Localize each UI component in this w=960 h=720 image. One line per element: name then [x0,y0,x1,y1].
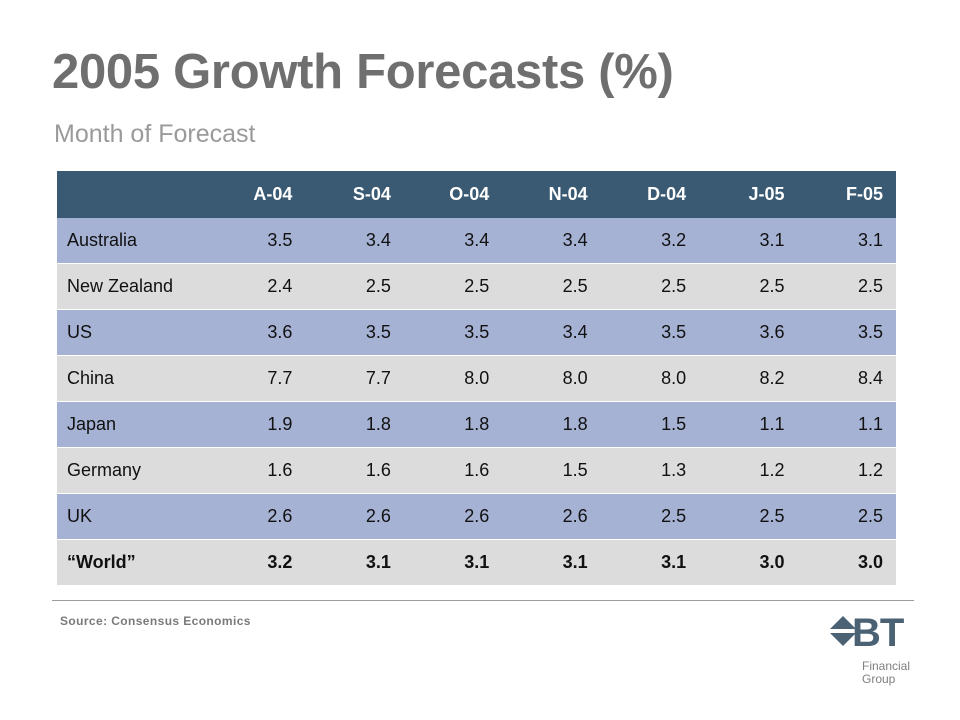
table-cell: 1.6 [305,447,404,494]
table-cell: 1.8 [305,401,404,448]
table-cell: 3.0 [797,539,896,586]
table-cell: 3.1 [699,218,798,264]
table-cell: 3.5 [797,309,896,356]
table-cell: 3.1 [600,539,700,586]
table-cell: 3.1 [403,539,503,586]
table-row: New Zealand 2.4 2.5 2.5 2.5 2.5 2.5 2.5 [57,263,896,310]
table-cell: 1.2 [699,447,798,494]
table-cell: 1.8 [502,401,601,448]
table-cell: 2.5 [502,263,601,310]
header-corner [57,171,207,218]
bt-diamond-icon [828,616,858,646]
page-title: 2005 Growth Forecasts (%) [52,45,674,99]
table-cell: 3.4 [403,218,503,264]
row-label: New Zealand [57,263,207,310]
row-label: Australia [57,218,207,264]
column-header: J-05 [699,171,798,218]
table-cell: 1.5 [600,401,700,448]
table-cell: 3.5 [403,309,503,356]
table-cell: 3.5 [207,218,306,264]
table-cell: 3.0 [699,539,798,586]
table-cell: 3.4 [502,309,601,356]
table-cell: 8.0 [403,355,503,402]
table-cell: 8.4 [797,355,896,402]
logo-line-1: Financial [862,659,911,673]
table-cell: 2.6 [403,493,503,540]
table-cell: 3.1 [797,218,896,264]
column-header: N-04 [502,171,601,218]
table-cell: 1.6 [403,447,503,494]
table-row: Germany 1.6 1.6 1.6 1.5 1.3 1.2 1.2 [57,447,896,494]
forecast-table: A-04 S-04 O-04 N-04 D-04 J-05 F-05 Austr… [57,171,896,586]
table-cell: 8.0 [600,355,700,402]
logo-line-2: Group [862,672,896,686]
column-header: S-04 [305,171,404,218]
table-row: Japan 1.9 1.8 1.8 1.8 1.5 1.1 1.1 [57,401,896,448]
table-cell: 2.6 [502,493,601,540]
table-cell: 7.7 [305,355,404,402]
table-row: China 7.7 7.7 8.0 8.0 8.0 8.2 8.4 [57,355,896,402]
table-cell: 3.1 [502,539,601,586]
table-cell: 7.7 [207,355,306,402]
table-cell: 1.1 [699,401,798,448]
table-row: “World” 3.2 3.1 3.1 3.1 3.1 3.0 3.0 [57,539,896,586]
table-cell: 8.2 [699,355,798,402]
table-row: UK 2.6 2.6 2.6 2.6 2.5 2.5 2.5 [57,493,896,540]
table-row: Australia 3.5 3.4 3.4 3.4 3.2 3.1 3.1 [57,218,896,264]
column-header: O-04 [403,171,503,218]
table-cell: 2.4 [207,263,306,310]
column-header: D-04 [600,171,700,218]
table-cell: 3.2 [600,218,700,264]
source-note: Source: Consensus Economics [60,614,251,628]
column-header: A-04 [207,171,306,218]
table-cell: 2.6 [305,493,404,540]
footer-divider [52,600,914,601]
table-cell: 2.5 [600,493,700,540]
table-cell: 3.4 [502,218,601,264]
table-cell: 1.9 [207,401,306,448]
table-cell: 3.5 [600,309,700,356]
table-cell: 3.4 [305,218,404,264]
table-cell: 1.8 [403,401,503,448]
row-label: Japan [57,401,207,448]
row-label: Germany [57,447,207,494]
table-cell: 3.1 [305,539,404,586]
table-cell: 2.6 [207,493,306,540]
table-cell: 2.5 [403,263,503,310]
row-label: UK [57,493,207,540]
page-subtitle: Month of Forecast [54,120,256,148]
table-cell: 3.6 [699,309,798,356]
row-label: US [57,309,207,356]
row-label: China [57,355,207,402]
table-cell: 2.5 [797,493,896,540]
table-cell: 3.5 [305,309,404,356]
table-cell: 2.5 [797,263,896,310]
table-cell: 3.2 [207,539,306,586]
table-cell: 1.1 [797,401,896,448]
table-cell: 2.5 [699,263,798,310]
table-cell: 1.2 [797,447,896,494]
table-cell: 8.0 [502,355,601,402]
row-label: “World” [57,539,207,586]
table-row: US 3.6 3.5 3.5 3.4 3.5 3.6 3.5 [57,309,896,356]
table-cell: 1.6 [207,447,306,494]
table-cell: 2.5 [305,263,404,310]
column-header: F-05 [797,171,896,218]
bt-financial-group-logo: BT Financial Group [828,611,928,696]
table-cell: 2.5 [600,263,700,310]
table-cell: 1.5 [502,447,601,494]
logo-brand: BT [852,611,904,655]
table-cell: 1.3 [600,447,700,494]
table-cell: 2.5 [699,493,798,540]
table-header-row: A-04 S-04 O-04 N-04 D-04 J-05 F-05 [57,171,896,218]
table-body: Australia 3.5 3.4 3.4 3.4 3.2 3.1 3.1 New Zealan… [57,218,896,586]
logo-subtext: Financial Group [862,660,910,686]
table-cell: 3.6 [207,309,306,356]
